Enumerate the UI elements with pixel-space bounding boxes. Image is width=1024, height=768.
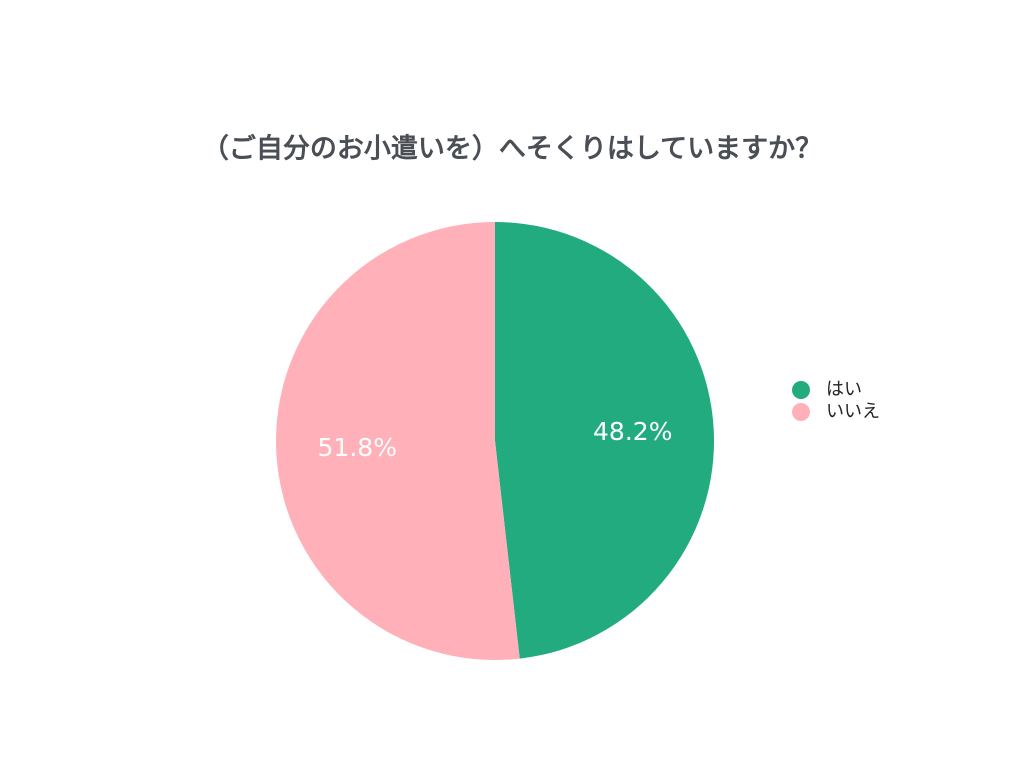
- pie-slice: [276, 222, 520, 660]
- value-label: 48.2%: [593, 417, 672, 446]
- legend-marker: [792, 403, 810, 421]
- legend-label: いいえ: [826, 401, 880, 422]
- pie-slice: [495, 222, 714, 659]
- value-label: 51.8%: [318, 433, 397, 462]
- legend-label: はい: [826, 379, 862, 400]
- legend-marker: [792, 381, 810, 399]
- chart-title: （ご自分のお小遣いを）へそくりはしていますか？: [202, 133, 822, 165]
